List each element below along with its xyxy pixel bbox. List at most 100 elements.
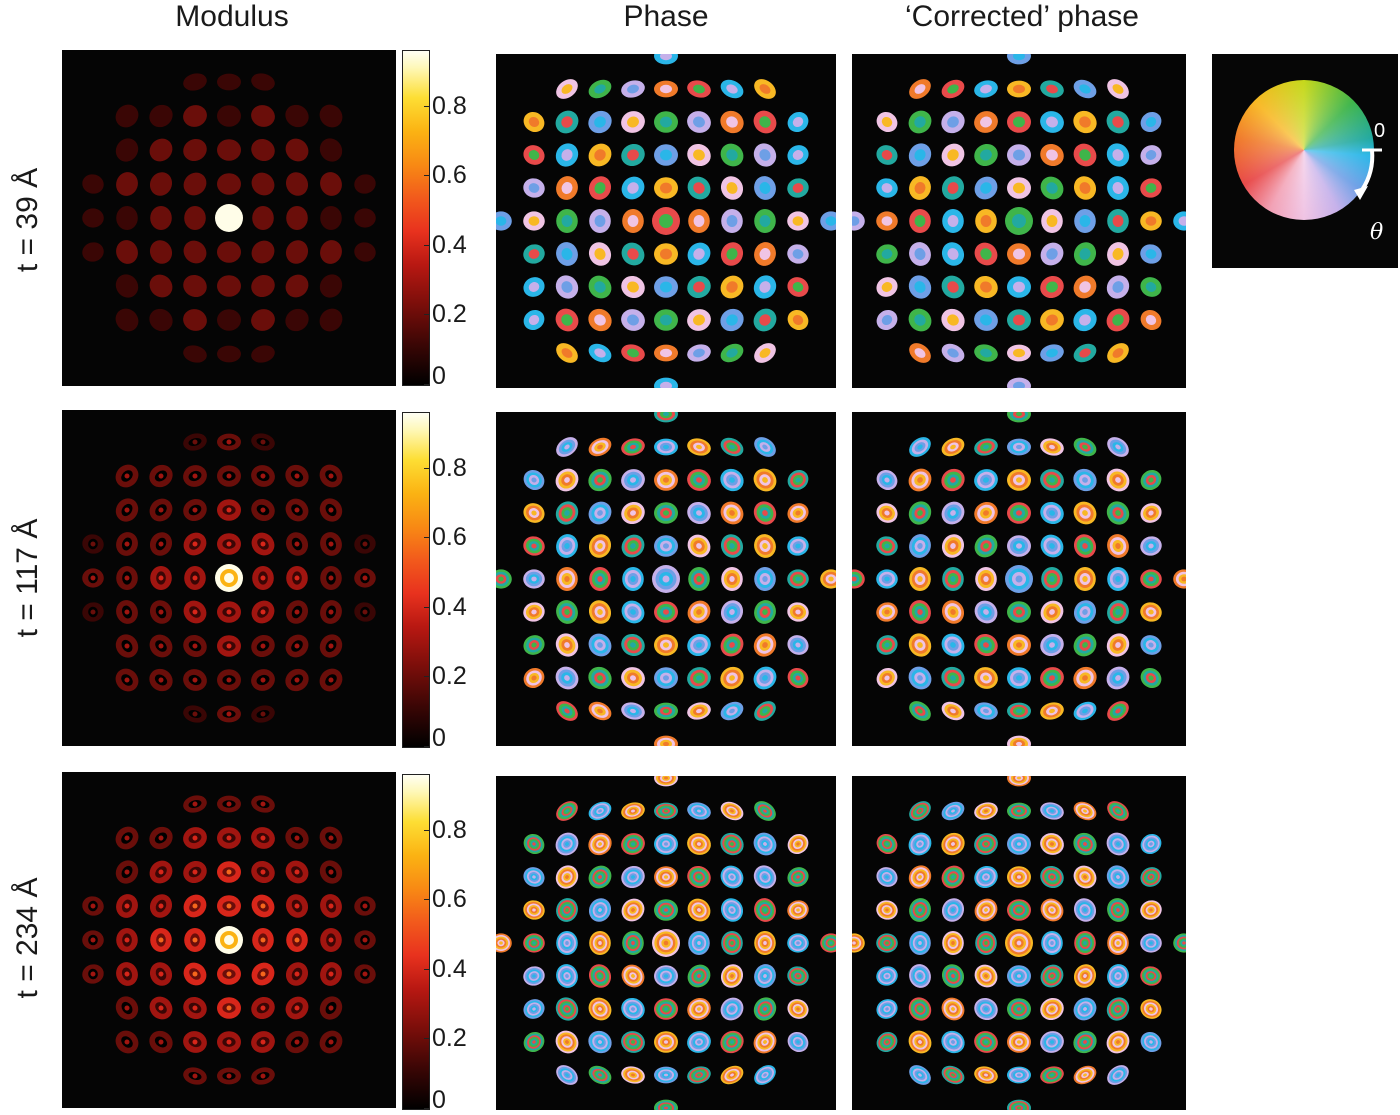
diffraction-spot: [787, 833, 809, 855]
diffraction-spot: [217, 827, 241, 849]
diffraction-spot: [654, 80, 678, 98]
diffraction-spot: [285, 634, 309, 658]
diffraction-spot: [787, 277, 809, 297]
diffraction-spot: [941, 534, 965, 558]
diffraction-spot: [183, 1067, 207, 1085]
diffraction-spot: [654, 866, 678, 888]
diffraction-spot: [115, 860, 139, 884]
diffraction-spot: [588, 343, 612, 363]
diffraction-spot: [1007, 667, 1031, 689]
diffraction-spot: [787, 966, 809, 986]
diffraction-spot: [523, 244, 545, 264]
diffraction-spot: [1007, 1031, 1031, 1053]
diffraction-spot: [974, 865, 998, 889]
diffraction-spot: [183, 795, 207, 813]
colorbar-t39: [402, 50, 430, 386]
diffraction-spot: [687, 275, 711, 299]
diffraction-spot: [1040, 997, 1064, 1021]
diffraction-spot: [787, 867, 809, 887]
diffraction-spot: [555, 1030, 579, 1054]
diffraction-spot: [974, 964, 998, 988]
diffraction-spot: [721, 931, 743, 955]
diffraction-spot: [941, 308, 965, 332]
diffraction-spot: [721, 209, 743, 233]
diffraction-spot: [354, 534, 376, 554]
diffraction-spot: [496, 211, 512, 231]
phase-color-wheel: [1234, 80, 1374, 220]
colorbar-tick-label: 0.8: [432, 815, 467, 844]
diffraction-spot: [555, 865, 579, 889]
diffraction-spot: [941, 801, 965, 821]
diffraction-spot: [654, 276, 678, 298]
diffraction-spot: [319, 996, 343, 1020]
diffraction-spot: [876, 867, 898, 887]
diffraction-spot: [654, 1099, 678, 1110]
diffraction-spot: [652, 207, 680, 235]
diffraction-spot: [941, 666, 965, 690]
diffraction-spot: [1140, 277, 1162, 297]
diffraction-spot: [588, 143, 612, 167]
diffraction-spot: [1073, 701, 1097, 721]
diffraction-spot: [183, 996, 207, 1020]
diffraction-spot: [1107, 437, 1129, 457]
diffraction-spot: [251, 309, 275, 331]
diffraction-spot: [217, 345, 241, 363]
diffraction-spot: [720, 110, 744, 134]
diffraction-spot: [588, 176, 612, 200]
diffraction-spot: [555, 666, 579, 690]
diffraction-spot: [319, 308, 343, 332]
diffraction-spot: [754, 931, 776, 955]
diffraction-spot: [1073, 865, 1097, 889]
diffraction-spot: [974, 1031, 998, 1053]
diffraction-spot: [787, 635, 809, 655]
diffraction-spot: [115, 138, 139, 162]
diffraction-spot: [217, 1067, 241, 1085]
diffraction-spot: [654, 469, 678, 491]
diffraction-spot: [285, 274, 309, 298]
phase-panel-t39: [496, 54, 836, 388]
diffraction-spot: [149, 240, 173, 264]
diffraction-spot: [354, 568, 376, 588]
diffraction-spot: [1007, 998, 1031, 1020]
diffraction-spot: [974, 80, 998, 98]
diffraction-spot: [1040, 344, 1064, 362]
diffraction-spot: [251, 105, 275, 127]
diffraction-spot: [909, 534, 931, 558]
phase-panel-t117: [496, 412, 836, 746]
diffraction-spot: [1106, 997, 1130, 1021]
modulus-panel-t117: [62, 410, 396, 746]
diffraction-spot: [754, 567, 776, 591]
diffraction-spot: [183, 105, 207, 127]
diffraction-spot: [285, 826, 309, 850]
diffraction-spot: [149, 274, 173, 298]
diffraction-spot: [876, 211, 898, 231]
diffraction-spot: [184, 206, 206, 230]
diffraction-spot: [1040, 242, 1064, 266]
diffraction-spot: [753, 275, 777, 299]
diffraction-spot: [941, 79, 965, 99]
diffraction-spot: [1140, 635, 1162, 655]
diffraction-spot: [556, 242, 578, 266]
diffraction-spot: [217, 533, 241, 555]
diffraction-spot: [941, 343, 965, 363]
colorbar-tick-label: 0.4: [432, 592, 467, 621]
diffraction-spot: [1007, 344, 1031, 362]
diffraction-spot: [319, 826, 343, 850]
diffraction-spot: [1107, 1065, 1129, 1085]
diffraction-spot: [909, 801, 931, 821]
diffraction-spot: [621, 242, 645, 266]
diffraction-spot: [1073, 1030, 1097, 1054]
diffraction-spot: [909, 242, 931, 266]
diffraction-spot: [217, 499, 241, 521]
diffraction-spot: [116, 962, 138, 986]
diffraction-spot: [1007, 177, 1031, 199]
diffraction-spot: [183, 860, 207, 884]
diffraction-spot: [852, 211, 865, 231]
diffraction-spot: [621, 469, 645, 491]
diffraction-spot: [687, 833, 711, 855]
diffraction-spot: [1040, 176, 1064, 200]
diffraction-spot: [1106, 501, 1130, 525]
diffraction-spot: [555, 501, 579, 525]
diffraction-spot: [941, 468, 965, 492]
diffraction-spot: [285, 668, 309, 692]
